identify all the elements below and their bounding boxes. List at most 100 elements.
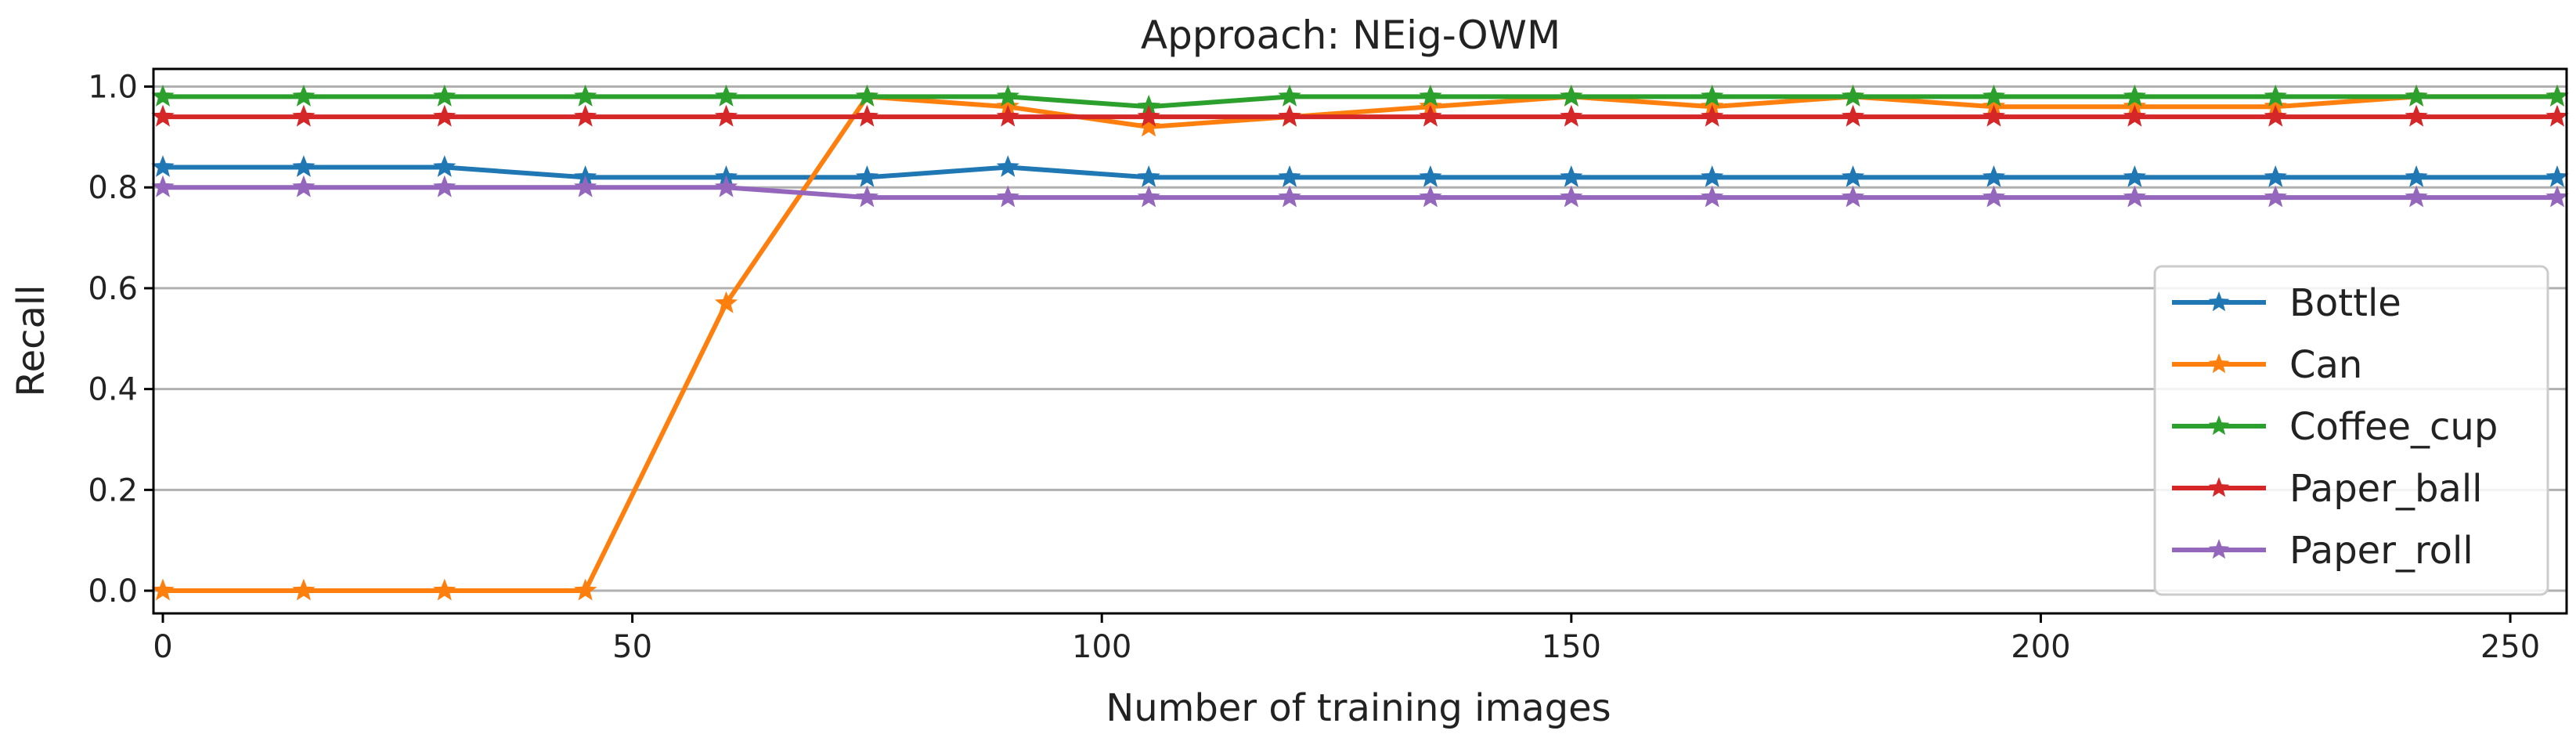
data-point-star — [151, 155, 175, 177]
data-point-star — [2123, 104, 2147, 127]
plot-frame — [152, 67, 2568, 615]
data-point-star — [855, 165, 879, 187]
data-point-star — [996, 185, 1019, 208]
data-point-star — [1419, 185, 1442, 208]
data-point-star — [2405, 85, 2428, 107]
data-point-star — [1701, 165, 1724, 187]
x-tick-label: 50 — [612, 629, 652, 665]
x-axis-label: Number of training images — [1106, 686, 1611, 730]
data-point-star — [1560, 104, 1583, 127]
data-point-star — [1701, 185, 1724, 208]
data-point-star — [1982, 85, 2006, 107]
data-point-star — [714, 175, 738, 197]
y-tick-label: 0.4 — [88, 372, 138, 408]
data-point-star — [433, 85, 456, 107]
series-line — [163, 185, 2557, 201]
data-point-star — [1701, 104, 1724, 127]
data-point-star — [714, 85, 738, 107]
x-tick-label: 150 — [1542, 629, 1601, 665]
y-tick-label: 0.0 — [88, 573, 138, 609]
data-point-star — [292, 155, 316, 177]
data-point-star — [2264, 165, 2287, 187]
data-point-star — [1137, 165, 1160, 187]
series-line — [163, 165, 2557, 180]
data-point-star — [2264, 185, 2287, 208]
data-point-star — [1278, 104, 1301, 127]
series-line — [163, 94, 2557, 110]
legend-star-marker — [2208, 477, 2230, 497]
y-tick-label: 0.2 — [88, 472, 138, 508]
legend-label: Paper_roll — [2289, 529, 2473, 573]
data-point-star — [573, 85, 597, 107]
series-paper-roll — [151, 175, 2569, 208]
data-point-star — [2123, 85, 2147, 107]
data-point-star — [1982, 185, 2006, 208]
data-point-star — [2545, 185, 2569, 208]
x-tick-label: 250 — [2480, 629, 2540, 665]
legend-star-marker — [2208, 353, 2230, 374]
data-point-star — [573, 578, 597, 601]
data-point-star — [292, 175, 316, 197]
legend-entry: Coffee_cup — [2172, 405, 2498, 449]
data-point-star — [433, 104, 456, 127]
data-point-star — [714, 291, 738, 313]
data-point-star — [1419, 165, 1442, 187]
legend-entry: Paper_ball — [2172, 467, 2483, 511]
legend-label: Can — [2289, 343, 2362, 387]
data-point-star — [151, 85, 175, 107]
data-point-star — [1137, 114, 1160, 137]
y-tick-label: 0.8 — [88, 170, 138, 206]
data-point-star — [2405, 165, 2428, 187]
data-point-star — [1278, 85, 1301, 107]
series-line — [163, 94, 2557, 593]
data-point-star — [1560, 165, 1583, 187]
data-point-star — [996, 104, 1019, 127]
legend-label: Paper_ball — [2289, 467, 2483, 511]
y-tick-label: 1.0 — [88, 70, 138, 106]
data-point-star — [1137, 185, 1160, 208]
legend-entry: Can — [2172, 343, 2362, 387]
data-point-star — [1841, 165, 1865, 187]
data-point-star — [855, 85, 879, 107]
data-point-star — [996, 85, 1019, 107]
y-tick-label: 0.6 — [88, 271, 138, 307]
x-tick-label: 200 — [2011, 629, 2070, 665]
data-point-star — [433, 155, 456, 177]
data-point-star — [151, 578, 175, 601]
data-point-star — [855, 104, 879, 127]
series-coffee-cup — [151, 85, 2569, 117]
data-point-star — [292, 104, 316, 127]
data-point-star — [2264, 85, 2287, 107]
chart-title: Approach: NEig-OWM — [1141, 13, 1560, 58]
data-point-star — [1841, 104, 1865, 127]
series-paper-ball — [151, 104, 2569, 127]
y-axis-label: Recall — [9, 284, 53, 396]
data-point-star — [2264, 104, 2287, 127]
data-point-star — [996, 155, 1019, 177]
data-point-star — [1419, 85, 1442, 107]
data-point-star — [1137, 104, 1160, 127]
data-point-star — [1560, 185, 1583, 208]
data-point-star — [2545, 165, 2569, 187]
data-point-star — [1701, 85, 1724, 107]
data-point-star — [2545, 85, 2569, 107]
legend-star-marker — [2208, 415, 2230, 436]
data-point-star — [1982, 165, 2006, 187]
data-point-star — [151, 104, 175, 127]
legend-label: Coffee_cup — [2289, 405, 2498, 449]
axis-ticks: 0.0 0.2 0.4 0.6 0.8 1.0 0 50 100 150 200 250 — [88, 70, 2540, 665]
data-point-star — [292, 578, 316, 601]
series-bottle — [151, 155, 2569, 187]
legend-entry: Bottle — [2172, 281, 2401, 325]
data-point-star — [2545, 104, 2569, 127]
data-point-star — [1278, 165, 1301, 187]
data-point-star — [1982, 104, 2006, 127]
plot-series — [151, 85, 2569, 601]
data-point-star — [1841, 185, 1865, 208]
data-point-star — [2405, 104, 2428, 127]
data-point-star — [1841, 85, 1865, 107]
data-point-star — [855, 185, 879, 208]
x-tick-label: 100 — [1072, 629, 1131, 665]
data-point-star — [433, 578, 456, 601]
